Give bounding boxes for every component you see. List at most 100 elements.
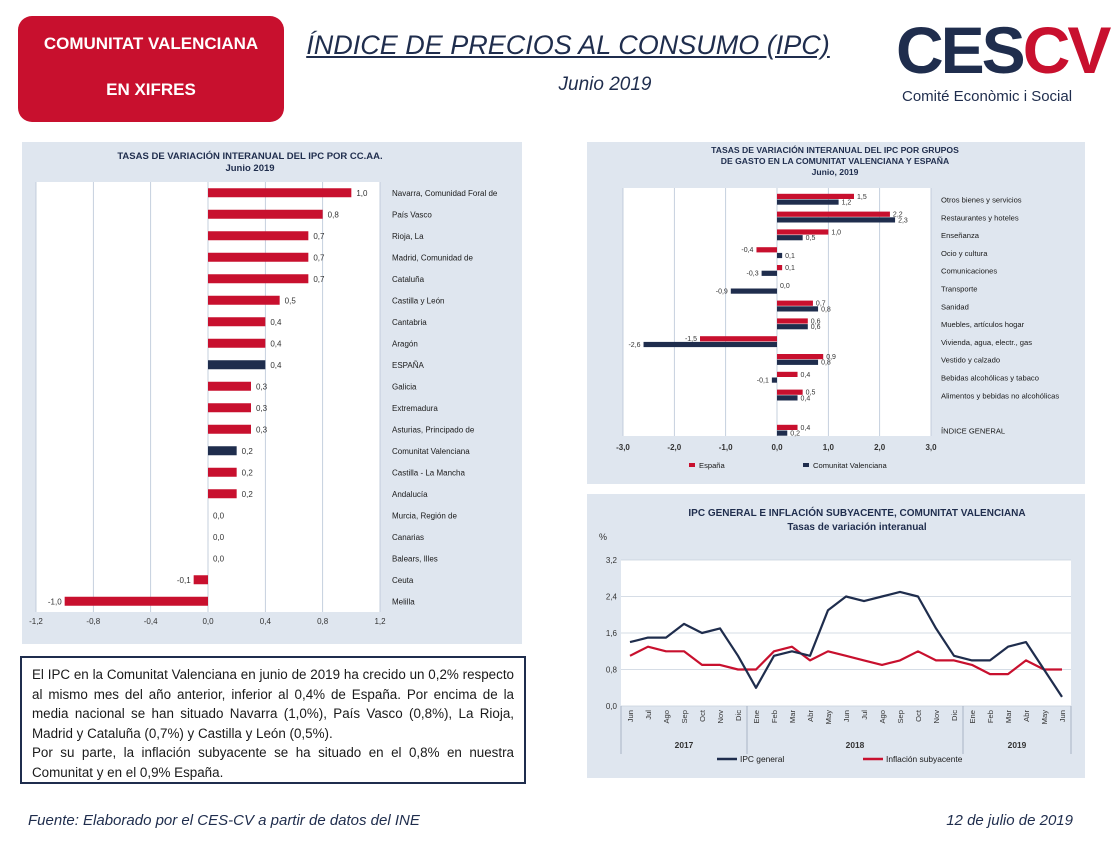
data-label: 0,7 xyxy=(313,253,325,262)
year-label: 2017 xyxy=(675,740,694,750)
bar xyxy=(208,209,323,219)
chart-title: TASAS DE VARIACIÓN INTERANUAL DEL IPC PO… xyxy=(117,150,382,162)
data-label: -1,5 xyxy=(685,336,697,343)
chart-title-line: Junio, 2019 xyxy=(812,167,859,177)
bar xyxy=(208,295,280,305)
x-tick-label: Ago xyxy=(662,710,671,724)
x-tick-label: Ene xyxy=(752,710,761,724)
data-label: 0,0 xyxy=(780,283,790,290)
footer-date: 12 de julio de 2019 xyxy=(946,812,1073,829)
x-tick-label: Oct xyxy=(698,709,707,722)
x-tick-label: -0,4 xyxy=(144,617,158,626)
y-tick-label: 0,8 xyxy=(606,666,618,675)
bar-cv xyxy=(777,199,839,205)
category-label: ÍNDICE GENERAL xyxy=(941,427,1005,436)
data-label: 0,8 xyxy=(821,306,831,313)
x-tick-label: Nov xyxy=(932,710,941,724)
bar-cv xyxy=(777,252,783,259)
bar-cv xyxy=(761,270,777,276)
bar-espana xyxy=(777,424,798,430)
bar xyxy=(208,403,251,413)
chart-subtitle: Tasas de variación interanual xyxy=(787,522,927,533)
legend-swatch-cv xyxy=(803,463,809,467)
bar xyxy=(208,317,266,327)
category-label: Rioja, La xyxy=(392,232,424,241)
category-label: Castilla y León xyxy=(392,296,444,305)
data-label: 0,2 xyxy=(242,490,254,499)
x-tick-label: Oct xyxy=(914,709,923,722)
chart-groups: TASAS DE VARIACIÓN INTERANUAL DEL IPC PO… xyxy=(616,144,1059,470)
data-label: 1,5 xyxy=(857,194,867,201)
data-label: 0,8 xyxy=(821,360,831,367)
chart-ccaa: TASAS DE VARIACIÓN INTERANUAL DEL IPC PO… xyxy=(29,150,498,626)
data-label: 0,7 xyxy=(816,301,826,308)
category-label: Melilla xyxy=(392,597,415,606)
category-label: Cantabria xyxy=(392,318,427,327)
data-label: 0,4 xyxy=(801,395,811,402)
data-label: 1,0 xyxy=(356,189,368,198)
x-tick-label: Abr xyxy=(806,710,815,722)
x-tick-label: -1,0 xyxy=(719,443,733,452)
x-tick-label: Sep xyxy=(896,710,905,724)
bar-espana xyxy=(777,371,798,377)
bar-cv xyxy=(777,430,788,436)
x-tick-label: Sep xyxy=(680,710,689,724)
x-tick-label: Jul xyxy=(644,710,653,720)
category-label: Andalucía xyxy=(392,490,428,499)
chart-ipc-line: IPC GENERAL E INFLACIÓN SUBYACENTE, COMU… xyxy=(599,506,1072,764)
bar-cv xyxy=(777,395,798,401)
bar-espana xyxy=(777,354,824,360)
y-tick-label: 0,0 xyxy=(606,702,618,711)
x-tick-label: May xyxy=(1040,710,1049,725)
category-label: Restaurantes y hoteles xyxy=(941,213,1019,222)
legend-swatch-espana xyxy=(689,463,695,467)
bar-cv xyxy=(730,288,777,294)
data-label: -1,0 xyxy=(48,597,62,606)
category-label: Murcia, Región de xyxy=(392,511,457,520)
x-tick-label: Mar xyxy=(1004,710,1013,724)
category-label: Muebles, artículos hogar xyxy=(941,320,1025,329)
bar-espana xyxy=(777,318,808,324)
legend-label-subyacente: Inflación subyacente xyxy=(886,754,963,764)
page-title: ÍNDICE DE PRECIOS AL CONSUMO (IPC) xyxy=(306,30,830,60)
data-label: 0,4 xyxy=(270,339,282,348)
category-label: Vestido y calzado xyxy=(941,356,1000,365)
bar xyxy=(193,575,208,585)
x-tick-label: -1,2 xyxy=(29,617,43,626)
category-label: Canarias xyxy=(392,533,424,542)
chart-ccaa-panel: TASAS DE VARIACIÓN INTERANUAL DEL IPC PO… xyxy=(22,142,522,644)
data-label: 0,2 xyxy=(790,431,800,438)
category-label: Bebidas alcohólicas y tabaco xyxy=(941,374,1039,383)
bar-espana xyxy=(756,247,777,253)
bar-espana xyxy=(777,229,829,235)
bar-cv xyxy=(777,235,803,241)
category-label: Extremadura xyxy=(392,404,438,413)
data-label: 0,4 xyxy=(270,361,282,370)
footer-source: Fuente: Elaborado por el CES-CV a partir… xyxy=(28,812,420,829)
data-label: 1,2 xyxy=(842,200,852,207)
bar-espana xyxy=(777,193,854,199)
bar-espana xyxy=(777,300,813,306)
bar xyxy=(208,381,251,391)
data-label: 0,4 xyxy=(801,372,811,379)
data-label: -0,9 xyxy=(716,289,728,296)
data-label: 0,8 xyxy=(328,210,340,219)
x-tick-label: May xyxy=(824,710,833,725)
data-label: 0,4 xyxy=(270,318,282,327)
x-tick-label: -2,0 xyxy=(667,443,681,452)
x-tick-label: Jul xyxy=(860,710,869,720)
page-subtitle: Junio 2019 xyxy=(558,74,652,95)
chart-subtitle: Junio 2019 xyxy=(225,163,274,174)
badge-line1: COMUNITAT VALENCIANA xyxy=(43,34,259,53)
data-label: -2,6 xyxy=(628,342,640,349)
bar xyxy=(208,231,309,241)
x-tick-label: Feb xyxy=(986,710,995,723)
chart-ipc-panel: IPC GENERAL E INFLACIÓN SUBYACENTE, COMU… xyxy=(587,494,1085,778)
data-label: 0,5 xyxy=(285,296,297,305)
bar-cv xyxy=(643,341,777,348)
x-tick-label: 2,0 xyxy=(874,443,886,452)
y-tick-label: 3,2 xyxy=(606,556,618,565)
data-label: 0,3 xyxy=(256,382,268,391)
data-label: 0,9 xyxy=(826,354,836,361)
y-tick-label: 2,4 xyxy=(606,593,618,602)
